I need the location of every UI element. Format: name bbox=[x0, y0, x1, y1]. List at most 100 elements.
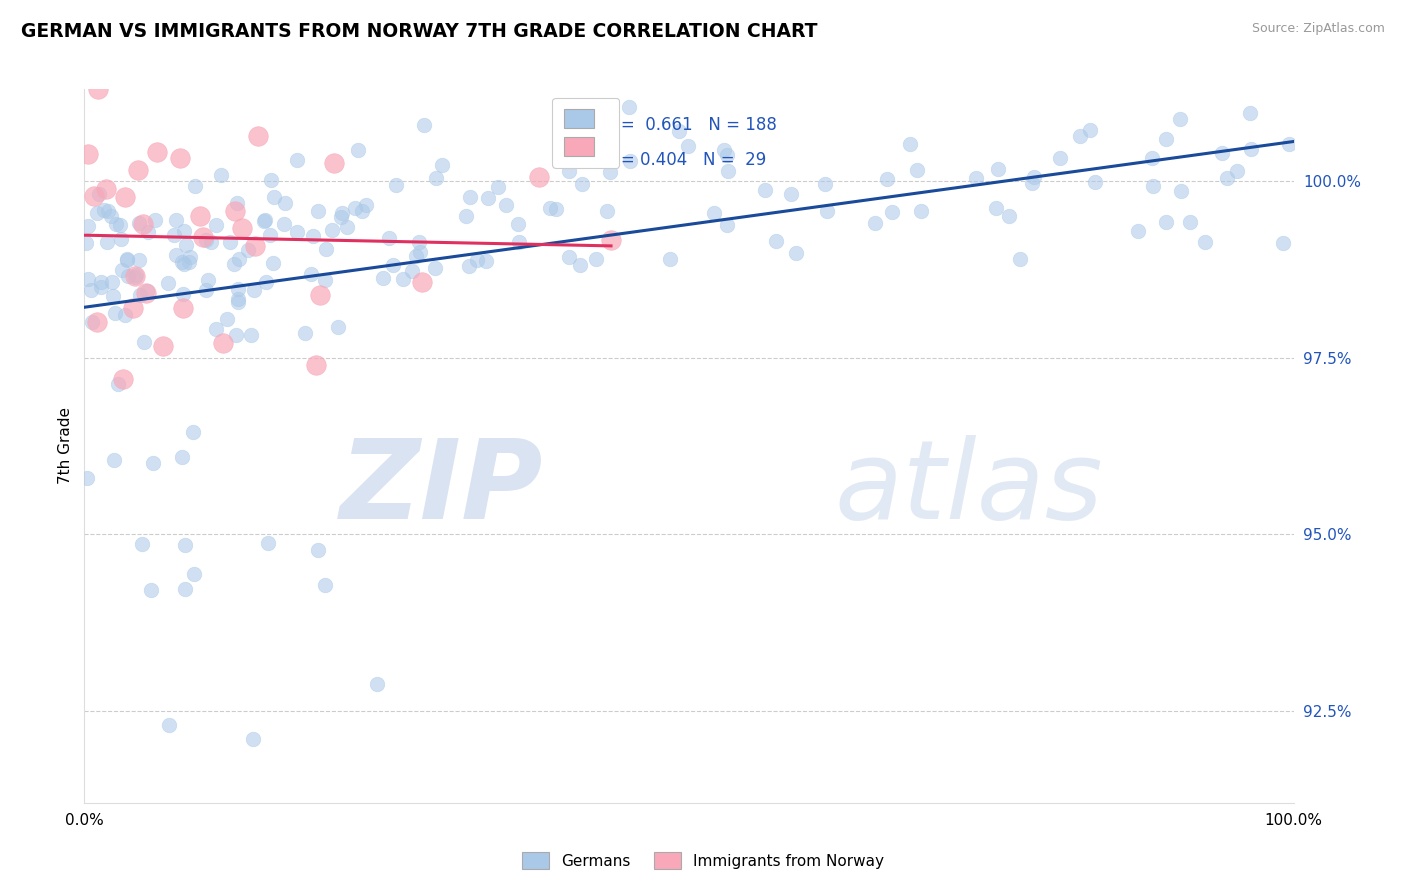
Point bbox=[405, 249, 427, 263]
Point bbox=[226, 293, 249, 307]
Point bbox=[475, 253, 498, 268]
Point bbox=[1178, 214, 1201, 228]
Point bbox=[458, 259, 481, 273]
Point bbox=[508, 217, 530, 231]
Point bbox=[815, 204, 838, 219]
Point bbox=[301, 228, 323, 243]
Point bbox=[87, 186, 110, 201]
Point bbox=[157, 718, 180, 732]
Point bbox=[132, 334, 155, 349]
Y-axis label: 7th Grade: 7th Grade bbox=[58, 408, 73, 484]
Point bbox=[538, 201, 561, 215]
Point bbox=[558, 164, 581, 178]
Text: Source: ZipAtlas.com: Source: ZipAtlas.com bbox=[1251, 22, 1385, 36]
Point bbox=[717, 163, 740, 178]
Point bbox=[177, 255, 200, 269]
Point bbox=[307, 542, 329, 557]
Point bbox=[169, 151, 191, 165]
Point bbox=[183, 567, 205, 582]
Point bbox=[125, 268, 148, 283]
Point bbox=[1239, 106, 1261, 120]
Point bbox=[127, 162, 149, 177]
Point bbox=[1240, 142, 1263, 156]
Point bbox=[495, 197, 517, 211]
Point bbox=[101, 289, 124, 303]
Point bbox=[253, 212, 276, 227]
Point bbox=[371, 270, 394, 285]
Point bbox=[765, 235, 787, 249]
Point bbox=[617, 100, 640, 114]
Point bbox=[131, 537, 153, 551]
Point bbox=[77, 219, 100, 233]
Point bbox=[343, 201, 366, 215]
Point bbox=[527, 169, 550, 184]
Point bbox=[157, 276, 180, 290]
Point bbox=[256, 536, 278, 550]
Point bbox=[987, 162, 1010, 177]
Point bbox=[204, 219, 226, 233]
Point bbox=[299, 267, 322, 281]
Point bbox=[226, 196, 249, 211]
Point bbox=[285, 225, 308, 239]
Text: GERMAN VS IMMIGRANTS FROM NORWAY 7TH GRADE CORRELATION CHART: GERMAN VS IMMIGRANTS FROM NORWAY 7TH GRA… bbox=[21, 22, 818, 41]
Point bbox=[1069, 129, 1091, 144]
Point bbox=[184, 178, 207, 193]
Point bbox=[600, 233, 623, 247]
Point bbox=[882, 204, 904, 219]
Point bbox=[273, 217, 295, 231]
Point bbox=[128, 216, 150, 230]
Point bbox=[77, 272, 100, 286]
Point bbox=[863, 216, 886, 230]
Point bbox=[128, 288, 150, 302]
Point bbox=[377, 231, 399, 245]
Point bbox=[423, 261, 446, 276]
Point bbox=[1170, 184, 1192, 198]
Point bbox=[260, 173, 283, 187]
Point bbox=[314, 578, 336, 592]
Point bbox=[117, 269, 139, 284]
Point bbox=[1021, 176, 1043, 190]
Point bbox=[456, 209, 478, 223]
Point bbox=[477, 191, 499, 205]
Point bbox=[195, 234, 218, 248]
Point bbox=[571, 177, 593, 191]
Point bbox=[599, 165, 621, 179]
Point bbox=[391, 272, 413, 286]
Point bbox=[200, 235, 222, 249]
Point bbox=[910, 204, 932, 219]
Point bbox=[162, 228, 184, 243]
Point bbox=[1022, 170, 1045, 185]
Point bbox=[243, 283, 266, 297]
Point bbox=[111, 262, 134, 277]
Point bbox=[179, 250, 201, 264]
Point bbox=[181, 425, 204, 440]
Point bbox=[347, 144, 370, 158]
Point bbox=[239, 328, 262, 343]
Point bbox=[165, 212, 187, 227]
Point bbox=[172, 301, 194, 315]
Point bbox=[170, 255, 193, 269]
Point bbox=[135, 285, 157, 300]
Point bbox=[82, 315, 104, 329]
Text: ZIP: ZIP bbox=[340, 435, 544, 542]
Point bbox=[676, 138, 699, 153]
Point bbox=[262, 256, 284, 270]
Point bbox=[716, 147, 738, 161]
Point bbox=[219, 235, 242, 249]
Point bbox=[1126, 223, 1149, 237]
Point bbox=[1142, 178, 1164, 193]
Point bbox=[172, 287, 194, 301]
Point bbox=[188, 209, 211, 223]
Point bbox=[814, 177, 837, 191]
Point bbox=[321, 223, 343, 237]
Point bbox=[173, 257, 195, 271]
Point bbox=[413, 118, 436, 132]
Point bbox=[114, 190, 136, 204]
Point bbox=[382, 258, 405, 272]
Point bbox=[305, 358, 328, 372]
Point bbox=[75, 235, 97, 250]
Point bbox=[1211, 146, 1233, 161]
Point bbox=[569, 258, 592, 272]
Point bbox=[330, 206, 353, 220]
Point bbox=[173, 224, 195, 238]
